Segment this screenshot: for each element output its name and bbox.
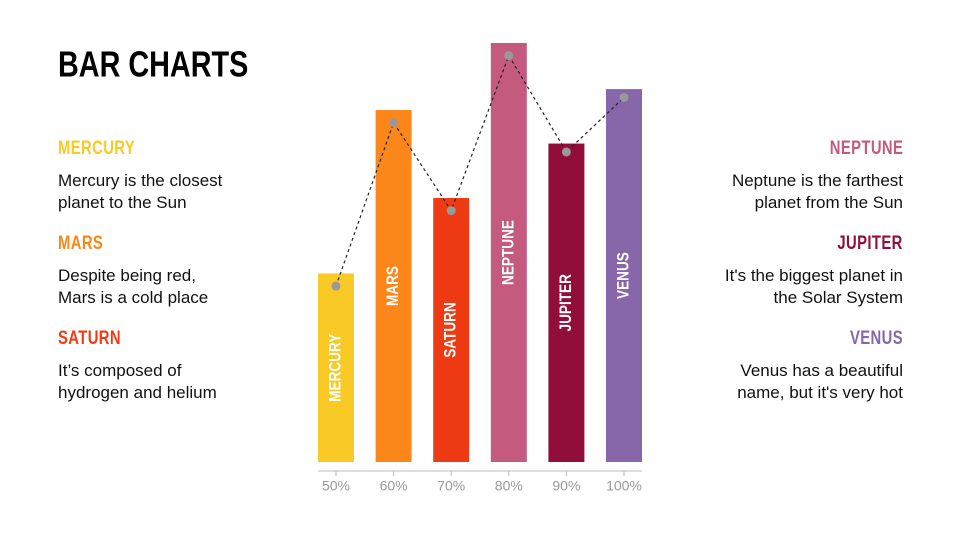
note-line: Mars is a cold place: [58, 288, 209, 307]
note-line: Despite being red,: [58, 266, 196, 285]
note: MARS Despite being red, Mars is a cold pla…: [58, 233, 318, 309]
note-heading: MARS: [58, 233, 104, 254]
note-text: Venus has a beautiful name, but it's very…: [643, 360, 903, 404]
line-point: [446, 206, 456, 216]
note-text: Despite being red, Mars is a cold place: [58, 265, 318, 309]
bar-label: MERCURY: [326, 334, 345, 402]
bar-label: MARS: [384, 266, 403, 306]
note-line: It's the biggest planet in: [724, 266, 903, 285]
note: MERCURY Mercury is the closest planet to t…: [58, 138, 318, 214]
note-line: the Solar System: [773, 288, 903, 307]
note: VENUS Venus has a beautiful name, but it's…: [643, 328, 903, 404]
note: NEPTUNE Neptune is the farthest planet fro…: [643, 138, 903, 214]
note: SATURN It’s composed of hydrogen and heliu…: [58, 328, 318, 404]
bar: [548, 143, 585, 462]
bar-label: VENUS: [614, 252, 633, 299]
bar: [490, 43, 527, 462]
note-heading: JUPITER: [837, 233, 903, 254]
note-line: planet to the Sun: [58, 193, 187, 212]
note-text: It's the biggest planet in the Solar Syst…: [643, 265, 903, 309]
x-tick-label: 60%: [380, 478, 408, 494]
bar-label: NEPTUNE: [499, 220, 518, 285]
note-heading: NEPTUNE: [829, 138, 903, 159]
note-line: Venus has a beautiful: [740, 361, 903, 380]
x-tick-label: 50%: [322, 478, 350, 494]
line-point: [504, 51, 514, 61]
note-line: Mercury is the closest: [58, 171, 223, 190]
x-tick-label: 70%: [437, 478, 465, 494]
line-series: [335, 54, 625, 287]
note-heading: VENUS: [849, 328, 903, 349]
x-tick-label: 80%: [495, 478, 523, 494]
bar: [375, 110, 412, 462]
note-text: Mercury is the closest planet to the Sun: [58, 170, 318, 214]
line-point: [331, 281, 341, 291]
note-heading: SATURN: [58, 328, 121, 349]
note-line: planet from the Sun: [754, 193, 903, 212]
bar-label: JUPITER: [557, 274, 576, 331]
line-point: [389, 118, 399, 128]
note-line: hydrogen and helium: [58, 383, 217, 402]
line-point: [619, 92, 629, 102]
bar-label: SATURN: [441, 302, 460, 358]
line-point: [561, 147, 571, 157]
bar: [433, 198, 470, 462]
x-tick-label: 90%: [552, 478, 580, 494]
note: JUPITER It's the biggest planet in the Sol…: [643, 233, 903, 309]
note-line: Neptune is the farthest: [731, 171, 903, 190]
chart-title: BAR CHARTS: [58, 43, 248, 84]
x-tick-label: 100%: [606, 478, 642, 494]
bar: [318, 273, 354, 462]
note-line: It’s composed of: [58, 361, 182, 380]
note-heading: MERCURY: [58, 138, 136, 159]
bar: [606, 89, 642, 462]
note-text: Neptune is the farthest planet from the S…: [643, 170, 903, 214]
note-line: name, but it's very hot: [737, 383, 903, 402]
note-text: It’s composed of hydrogen and helium: [58, 360, 318, 404]
